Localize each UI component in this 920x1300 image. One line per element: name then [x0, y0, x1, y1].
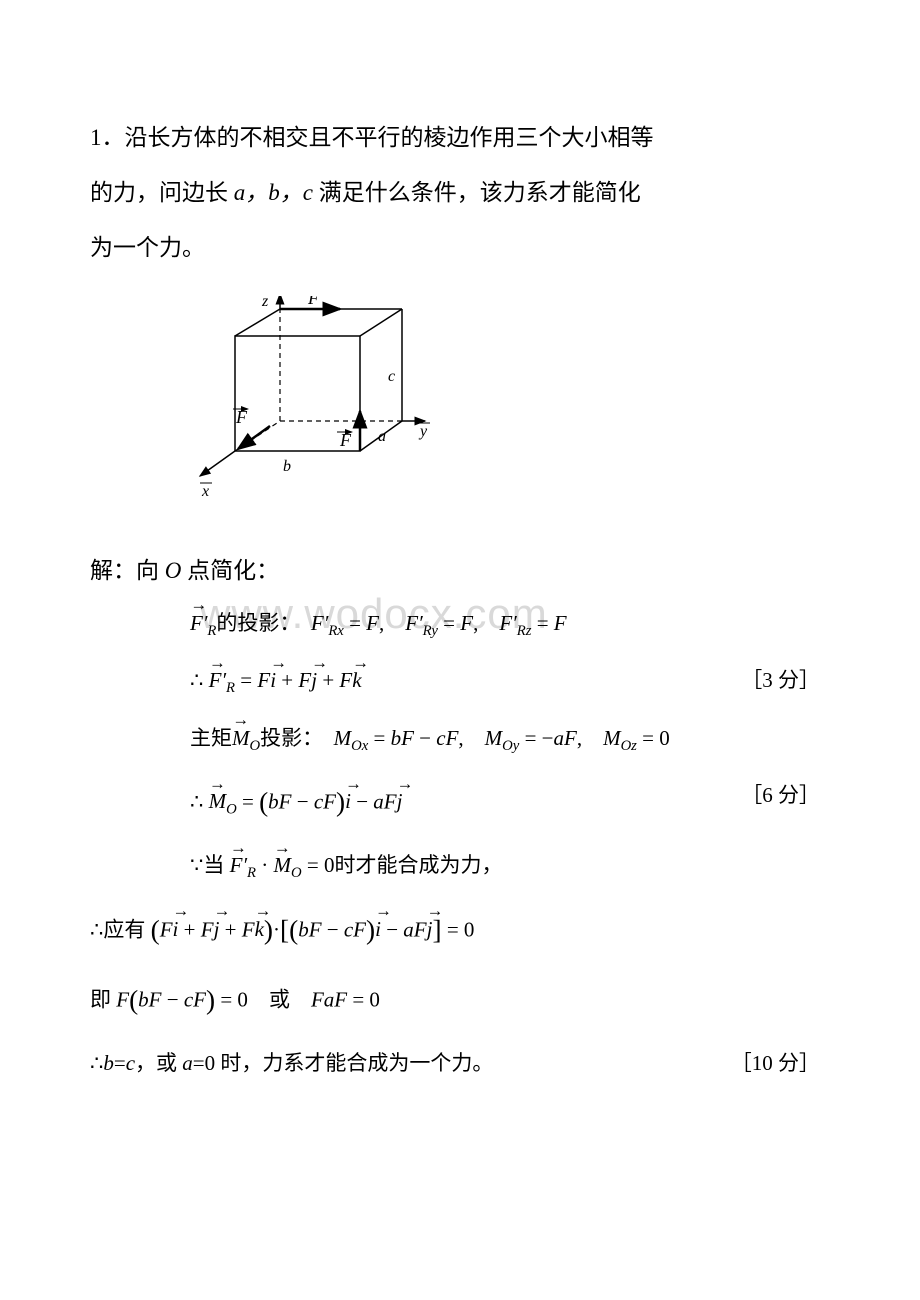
eq-dot-product: ∴应有 (Fi + Fj + Fk)·[(bF − cF)i − aFj] = …: [90, 900, 830, 960]
page-content: 1．沿长方体的不相交且不平行的棱边作用三个大小相等 的力，问边长 a，b，c 满…: [90, 110, 830, 1086]
score-10: ［10 分］: [731, 1040, 820, 1086]
svg-text:c: c: [388, 368, 395, 385]
solution-heading: 解：向 O 点简化：: [90, 551, 830, 585]
problem-line2b: 满足什么条件，该力系才能简化: [313, 180, 641, 205]
eq-moment-vector: ∴ MO = (bF − cF)i − aFj ［6 分］: [90, 772, 830, 832]
problem-line1: 1．沿长方体的不相交且不平行的棱边作用三个大小相等: [90, 125, 654, 150]
score-6: ［6 分］: [741, 772, 820, 818]
problem-vars: a，b，c: [234, 180, 313, 205]
svg-text:b: b: [283, 458, 291, 475]
eq-simplified: 即 F(bF − cF) = 0 或 FaF = 0: [90, 970, 830, 1030]
score-3: ［3 分］: [741, 657, 820, 703]
eq-projection-fr: F′R的投影： F′Rx = F, F′Ry = F, F′Rz = F: [90, 600, 830, 648]
eq-fr-vector: ∴ F′R = Fi + Fj + Fk ［3 分］: [90, 657, 830, 705]
svg-text:F: F: [339, 430, 352, 450]
eq-conclusion: ∴b=c，或 a=0 时，力系才能合成为一个力。 ［10 分］: [90, 1040, 830, 1086]
problem-statement: 1．沿长方体的不相交且不平行的棱边作用三个大小相等 的力，问边长 a，b，c 满…: [90, 110, 830, 276]
svg-text:x: x: [201, 483, 209, 500]
svg-text:F: F: [307, 296, 320, 308]
eq-moment-proj: 主矩MO投影： MOx = bF − cF, MOy = −aF, MOz = …: [90, 715, 830, 763]
problem-line2a: 的力，问边长: [90, 180, 234, 205]
svg-text:F: F: [235, 407, 248, 427]
eq-condition: ∵当 F′R · MO = 0时才能合成为力，: [90, 842, 830, 890]
svg-text:a: a: [378, 428, 386, 445]
svg-text:z: z: [261, 296, 269, 310]
cuboid-diagram: z y x F F F a b c: [180, 296, 830, 526]
svg-text:y: y: [418, 423, 428, 440]
problem-line3: 为一个力。: [90, 235, 205, 260]
diagram-svg: z y x F F F a b c: [180, 296, 440, 521]
